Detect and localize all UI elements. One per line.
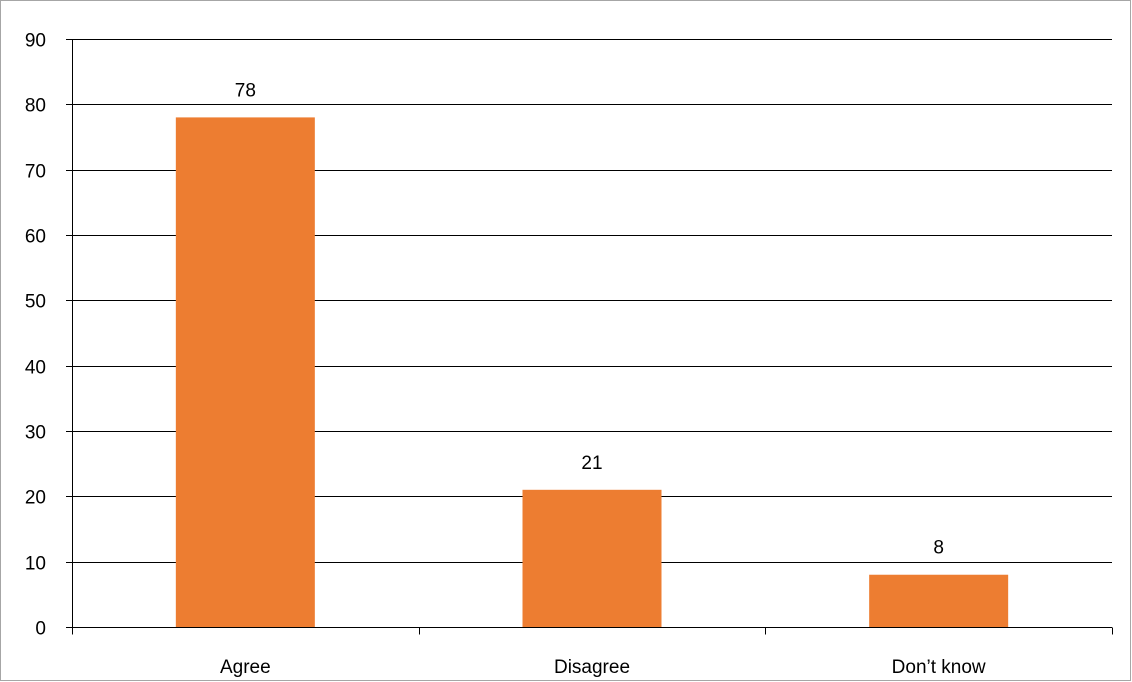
bar-agree xyxy=(175,117,315,628)
bar-don-t-know xyxy=(869,574,1009,627)
y-tick-label: 70 xyxy=(25,162,46,183)
data-label: 8 xyxy=(933,538,944,559)
y-tick-label: 10 xyxy=(25,554,46,575)
bar-disagree xyxy=(522,489,662,627)
y-tick-label: 0 xyxy=(35,619,46,640)
y-tick-label: 80 xyxy=(25,96,46,117)
y-tick-label: 50 xyxy=(25,292,46,313)
bars xyxy=(175,117,1009,628)
x-category-label: Agree xyxy=(220,657,271,678)
y-tick-label: 30 xyxy=(25,423,46,444)
axes xyxy=(66,39,1113,635)
x-category-label: Disagree xyxy=(554,657,630,678)
x-category-label: Don’t know xyxy=(892,657,986,678)
labels: 0 10 20 30 40 50 60 70 80 90 78 Agree 21 Disagree 8 Don… xyxy=(25,31,986,679)
y-tick-label: 90 xyxy=(25,31,46,52)
y-tick-label: 20 xyxy=(25,488,46,509)
y-tick-label: 60 xyxy=(25,227,46,248)
data-label: 21 xyxy=(581,453,602,474)
y-tick-label: 40 xyxy=(25,358,46,379)
data-label: 78 xyxy=(235,80,256,101)
